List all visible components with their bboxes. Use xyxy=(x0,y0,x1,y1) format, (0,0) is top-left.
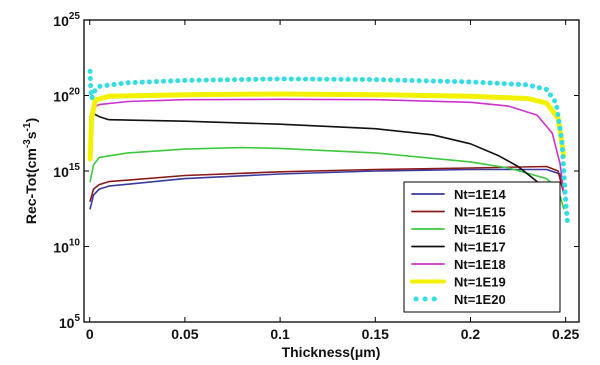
y-label-mid: s xyxy=(23,131,39,139)
series-line-2 xyxy=(89,165,565,202)
y-label-exp1: -3 xyxy=(22,139,33,148)
y-axis: 105 1010 1015 1020 1025 xyxy=(53,11,579,331)
x-tick-label: 0.05 xyxy=(171,326,198,342)
legend-label-3: Nt=1E16 xyxy=(454,222,506,237)
x-tick-label: 0.2 xyxy=(461,326,481,342)
legend-label-4: Nt=1E17 xyxy=(454,240,506,255)
series-line-4 xyxy=(89,112,548,198)
legend-label-7: Nt=1E20 xyxy=(454,292,506,307)
legend-label-6: Nt=1E19 xyxy=(454,275,506,290)
y-axis-label: Rec-Tot(cm-3s-1) xyxy=(22,118,39,224)
legend: Nt=1E14 Nt=1E15 Nt=1E16 Nt=1E17 Nt=1E18 Nt=1E… xyxy=(403,181,561,313)
x-axis: 0 0.05 0.1 0.15 0.2 0.25 xyxy=(86,20,580,342)
series-line-3 xyxy=(89,146,565,210)
y-label-exp2: -1 xyxy=(22,122,33,131)
x-axis-label: Thickness(μm) xyxy=(282,344,381,360)
legend-label-5: Nt=1E18 xyxy=(454,257,506,272)
x-tick-label: 0 xyxy=(86,326,94,342)
y-label-base: Rec-Tot(cm xyxy=(23,148,39,224)
x-tick-label: 0.1 xyxy=(270,326,290,342)
y-tick-label: 105 xyxy=(59,313,81,331)
y-tick-label: 1020 xyxy=(53,87,80,105)
series-line-6 xyxy=(87,91,567,162)
series-layer xyxy=(87,68,571,227)
series-line-1 xyxy=(89,168,565,210)
y-tick-label: 1015 xyxy=(53,162,80,180)
legend-label-2: Nt=1E15 xyxy=(454,205,506,220)
y-tick-label: 1025 xyxy=(53,11,80,29)
series-line-5 xyxy=(89,98,565,195)
series-line-7 xyxy=(87,68,571,227)
x-tick-label: 0.25 xyxy=(552,326,579,342)
y-tick-label: 1010 xyxy=(53,238,80,256)
legend-label-1: Nt=1E14 xyxy=(454,187,506,202)
y-label-end: ) xyxy=(23,118,39,123)
x-tick-label: 0.15 xyxy=(362,326,389,342)
